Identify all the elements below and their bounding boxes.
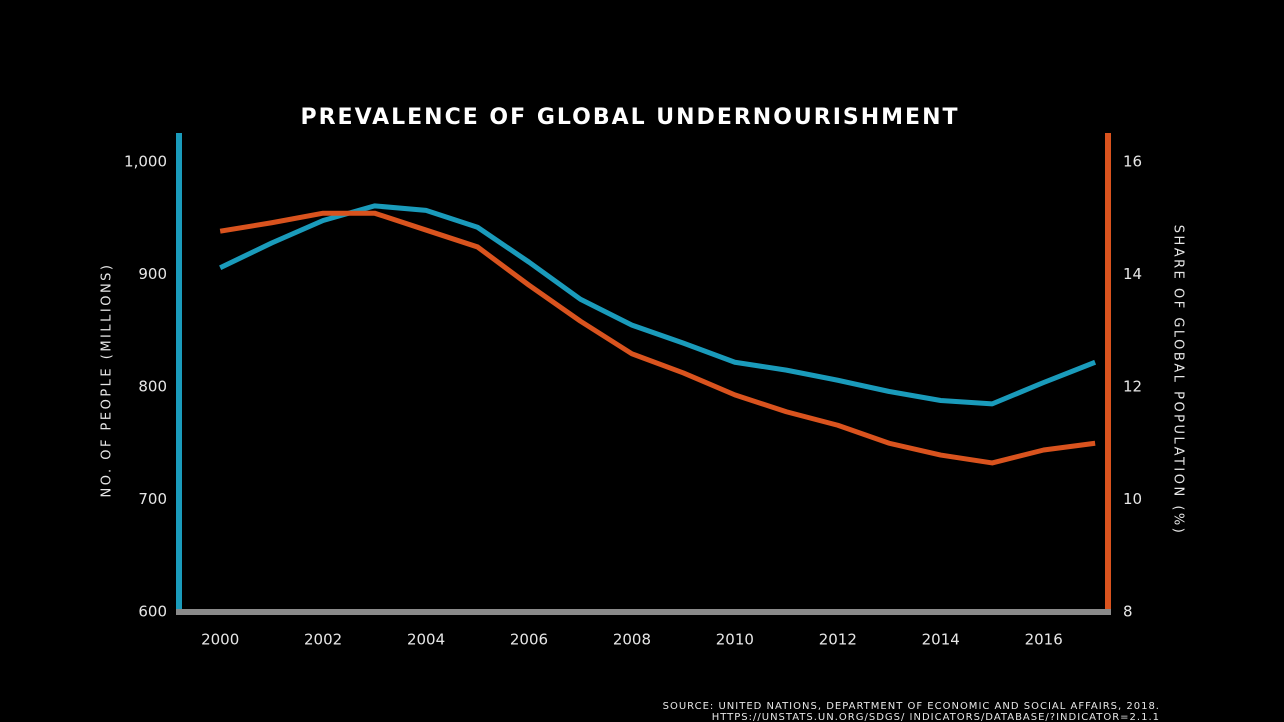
chart-title: PREVALENCE OF GLOBAL UNDERNOURISHMENT bbox=[300, 105, 959, 130]
y2-tick-label: 14 bbox=[1123, 265, 1142, 283]
y2-tick-label: 16 bbox=[1123, 153, 1142, 171]
x-tick-label: 2002 bbox=[304, 631, 342, 649]
y-tick-label: 700 bbox=[138, 490, 167, 508]
x-tick-label: 2012 bbox=[819, 631, 857, 649]
y-tick-label: 800 bbox=[138, 378, 167, 396]
x-tick-label: 2006 bbox=[510, 631, 548, 649]
x-tick-label: 2010 bbox=[716, 631, 754, 649]
x-tick-label: 2004 bbox=[407, 631, 445, 649]
series-line bbox=[219, 203, 1097, 407]
y-axis-label: NO. OF PEOPLE (MILLIONS) bbox=[100, 263, 115, 498]
source: SOURCE: UNITED NATIONS, DEPARTMENT OF EC… bbox=[663, 701, 1160, 712]
source: HTTPS://UNSTATS.UN.ORG/SDGS/ INDICATORS/… bbox=[712, 712, 1160, 722]
x-tick-label: 2008 bbox=[613, 631, 651, 649]
x-tick-label: 2016 bbox=[1025, 631, 1063, 649]
y2-tick-label: 10 bbox=[1123, 490, 1142, 508]
x-tick-label: 2014 bbox=[922, 631, 960, 649]
y2-tick-label: 12 bbox=[1123, 378, 1142, 396]
y2-tick-label: 8 bbox=[1123, 603, 1133, 621]
series-line bbox=[219, 210, 1096, 466]
y-tick-label: 1,000 bbox=[124, 153, 167, 171]
y-tick-label: 900 bbox=[138, 265, 167, 283]
x-tick-label: 2000 bbox=[201, 631, 239, 649]
y2-axis-label: SHARE OF GLOBAL POPULATION (%) bbox=[1171, 225, 1186, 536]
y-tick-label: 600 bbox=[138, 603, 167, 621]
